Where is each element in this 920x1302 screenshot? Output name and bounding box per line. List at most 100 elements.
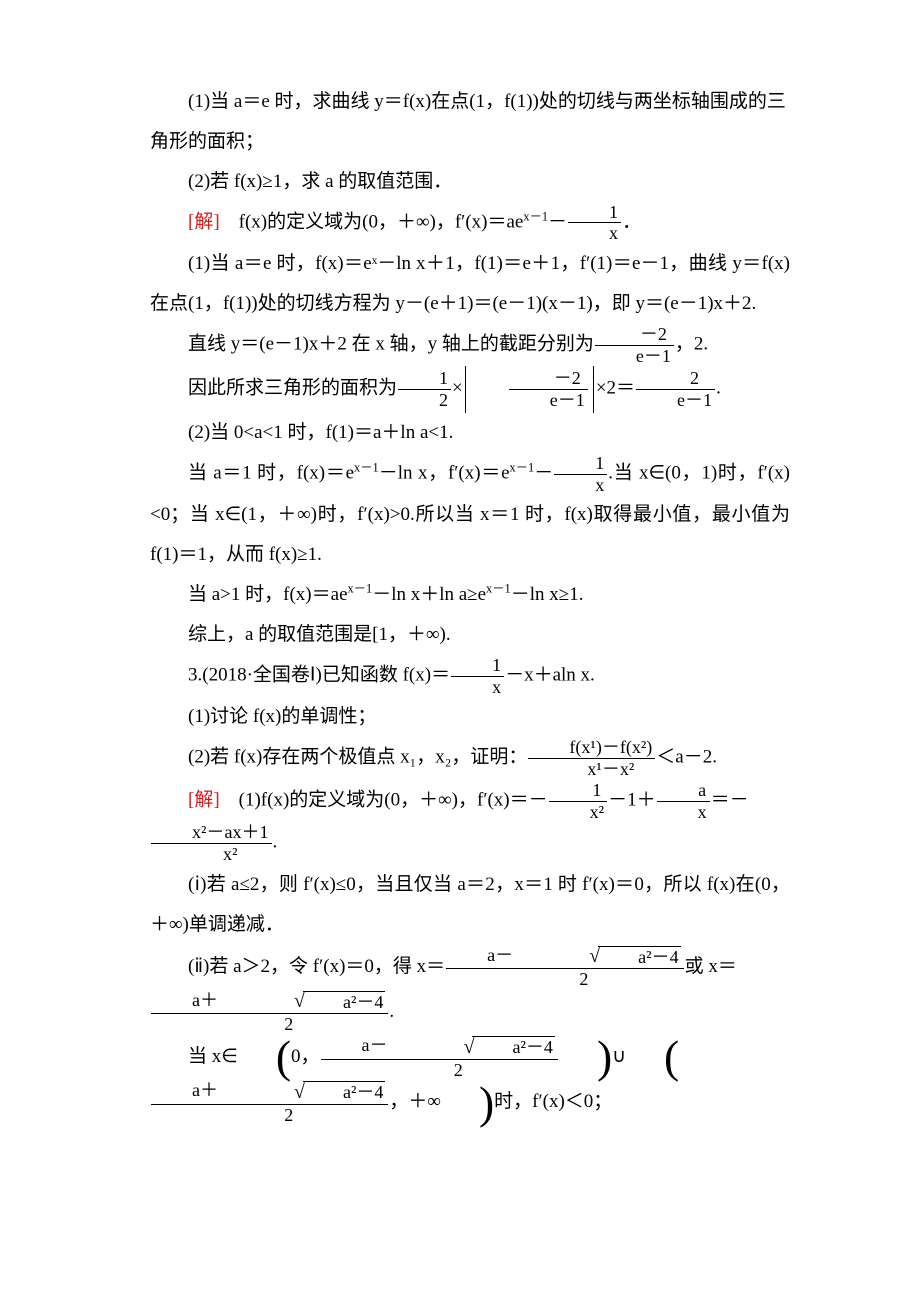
exponent: x－1 bbox=[348, 582, 373, 596]
numerator: f(x¹)－f(x²) bbox=[528, 737, 655, 758]
para-sol-4: 因此所求三角形的面积为12×－2e－1×2＝2e－1. bbox=[150, 366, 790, 413]
text: ，2. bbox=[675, 334, 708, 355]
denominator: x bbox=[554, 474, 607, 496]
para-sol-8: 综上，a 的取值范围是[1，＋∞). bbox=[150, 615, 790, 655]
numerator: 1 bbox=[549, 780, 607, 801]
text: ×2＝ bbox=[596, 378, 635, 399]
text: (1)当 a＝e 时，f(x)＝eˣ－ln x＋1，f(1)＝e＋1，f′(1)… bbox=[150, 253, 790, 314]
text: (2)若 f(x)≥1，求 a 的取值范围． bbox=[188, 171, 452, 192]
radicand: a²－4 bbox=[598, 946, 680, 968]
text: × bbox=[452, 378, 463, 399]
text: a＋ bbox=[192, 1080, 218, 1100]
text: ． bbox=[622, 211, 641, 232]
text: (ⅱ)若 a＞2，令 f′(x)＝0，得 x＝ bbox=[188, 956, 445, 977]
radicand: a²－4 bbox=[303, 1081, 385, 1103]
radical-icon: √ bbox=[551, 945, 600, 968]
fraction: 1x bbox=[553, 453, 608, 496]
text: 当 a>1 时，f(x)＝ae bbox=[188, 584, 348, 605]
para-q3-1: (1)讨论 f(x)的单调性； bbox=[150, 697, 790, 737]
exponent: x－1 bbox=[523, 209, 548, 223]
exponent: x－1 bbox=[354, 460, 379, 474]
fraction: a－√a²－42 bbox=[445, 945, 684, 990]
fraction: 12 bbox=[397, 368, 452, 411]
denominator: 2 bbox=[151, 1013, 388, 1035]
text: . bbox=[273, 832, 278, 853]
text: (2)当 0<a<1 时，f(1)＝a＋ln a<1. bbox=[188, 422, 453, 443]
para-q1-2: (2)若 f(x)≥1，求 a 的取值范围． bbox=[150, 162, 790, 202]
fraction: －2e－1 bbox=[594, 324, 675, 367]
text: 综上，a 的取值范围是[1，＋∞). bbox=[188, 624, 451, 645]
fraction: 2e－1 bbox=[635, 368, 716, 411]
denominator: e－1 bbox=[509, 389, 588, 411]
denominator: x² bbox=[549, 801, 607, 823]
para-sol3-1: [解] (1)f(x)的定义域为(0，＋∞)，f′(x)＝－1x²－1＋ax＝－… bbox=[150, 780, 790, 865]
text: f(x)的定义域为(0，＋∞)，f′(x)＝ae bbox=[220, 211, 524, 232]
fraction: 1x² bbox=[548, 780, 608, 823]
numerator: 1 bbox=[451, 655, 504, 676]
denominator: 2 bbox=[446, 968, 683, 990]
text: 当 a＝1 时，f(x)＝e bbox=[188, 462, 354, 483]
radicand: a²－4 bbox=[303, 991, 385, 1013]
absolute-value: －2e－1 bbox=[465, 366, 594, 413]
text: －ln x＋ln a≥e bbox=[372, 584, 486, 605]
numerator: －2 bbox=[509, 368, 588, 389]
numerator: a bbox=[657, 780, 710, 801]
para-sol-3: 直线 y＝(e－1)x＋2 在 x 轴，y 轴上的截距分别为－2e－1，2. bbox=[150, 324, 790, 367]
denominator: 2 bbox=[151, 1104, 388, 1126]
numerator: a＋√a²－4 bbox=[151, 1080, 388, 1103]
fraction: f(x¹)－f(x²)x¹－x² bbox=[527, 737, 656, 780]
text: 或 x＝ bbox=[685, 956, 737, 977]
denominator: x¹－x² bbox=[528, 758, 655, 780]
denominator: x bbox=[451, 676, 504, 698]
left-paren-icon: ( bbox=[626, 1039, 679, 1075]
right-paren-icon: ) bbox=[559, 1039, 612, 1075]
numerator: x²－ax＋1 bbox=[151, 822, 272, 843]
numerator: a＋√a²－4 bbox=[151, 990, 388, 1013]
label-solution: [解] bbox=[188, 789, 220, 810]
radicand: a²－4 bbox=[472, 1036, 554, 1058]
sqrt: √a²－4 bbox=[218, 1081, 385, 1104]
sqrt: √a²－4 bbox=[513, 945, 680, 968]
text: 因此所求三角形的面积为 bbox=[188, 378, 397, 399]
exponent: x－1 bbox=[486, 582, 511, 596]
denominator: 2 bbox=[321, 1059, 558, 1081]
text: ＝－ bbox=[711, 789, 749, 810]
radical-icon: √ bbox=[256, 990, 305, 1013]
text: (1)f(x)的定义域为(0，＋∞)，f′(x)＝－ bbox=[220, 789, 548, 810]
sqrt: √a²－4 bbox=[388, 1035, 555, 1058]
denominator: x² bbox=[151, 843, 272, 865]
label-solution: [解] bbox=[188, 211, 220, 232]
text: . bbox=[716, 378, 721, 399]
fraction: 1x bbox=[450, 655, 505, 698]
denominator: e－1 bbox=[636, 389, 715, 411]
denominator: x bbox=[568, 222, 621, 244]
text: a＋ bbox=[192, 990, 218, 1010]
para-sol3-3: (ⅱ)若 a＞2，令 f′(x)＝0，得 x＝a－√a²－42或 x＝a＋√a²… bbox=[150, 945, 790, 1035]
para-sol-6: 当 a＝1 时，f(x)＝ex－1－ln x，f′(x)＝ex－1－1x.当 x… bbox=[150, 453, 790, 575]
text: a－ bbox=[487, 945, 513, 965]
para-q3-2: (2)若 f(x)存在两个极值点 x₁，x₂，证明：f(x¹)－f(x²)x¹－… bbox=[150, 737, 790, 780]
text: －ln x≥1. bbox=[511, 584, 584, 605]
para-sol3-2: (ⅰ)若 a≤2，则 f′(x)≤0，当且仅当 a＝2，x＝1 时 f′(x)＝… bbox=[150, 865, 790, 945]
numerator: 1 bbox=[554, 453, 607, 474]
text: 当 x∈ bbox=[188, 1046, 238, 1067]
text: ∪ bbox=[612, 1046, 626, 1067]
fraction: a＋√a²－42 bbox=[150, 1080, 389, 1125]
numerator: a－√a²－4 bbox=[321, 1035, 558, 1058]
denominator: e－1 bbox=[595, 345, 674, 367]
numerator: －2 bbox=[595, 324, 674, 345]
fraction: 1x bbox=[567, 202, 622, 245]
para-sol-1: [解] f(x)的定义域为(0，＋∞)，f′(x)＝aex－1－1x． bbox=[150, 202, 790, 245]
text: 3.(2018·全国卷Ⅰ)已知函数 f(x)＝ bbox=[188, 665, 450, 686]
text: a－ bbox=[362, 1035, 388, 1055]
text: . bbox=[389, 1001, 394, 1022]
numerator: 1 bbox=[568, 202, 621, 223]
text: － bbox=[534, 462, 553, 483]
radical-icon: √ bbox=[426, 1036, 475, 1059]
text: －ln x，f′(x)＝e bbox=[379, 462, 510, 483]
text: 直线 y＝(e－1)x＋2 在 x 轴，y 轴上的截距分别为 bbox=[188, 334, 594, 355]
sqrt: √a²－4 bbox=[218, 990, 385, 1013]
right-paren-icon: ) bbox=[441, 1085, 494, 1121]
para-q1-1: (1)当 a＝e 时，求曲线 y＝f(x)在点(1，f(1))处的切线与两坐标轴… bbox=[150, 82, 790, 162]
text: (1)当 a＝e 时，求曲线 y＝f(x)在点(1，f(1))处的切线与两坐标轴… bbox=[150, 91, 786, 152]
